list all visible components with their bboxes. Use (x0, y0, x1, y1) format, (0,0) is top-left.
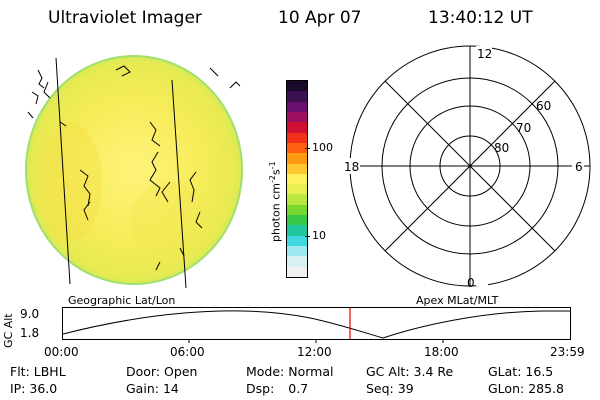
color-bar (286, 80, 308, 278)
altitude-xtick-1200: 12:00 (297, 345, 332, 359)
altitude-plot (62, 307, 571, 343)
status-glat: GLat: 16.5 (488, 364, 554, 379)
altitude-xtick-1800: 18:00 (424, 345, 459, 359)
geographic-panel-label: Geographic Lat/Lon (68, 294, 176, 307)
meridian-line-east (171, 79, 187, 288)
mlt-label-0: 0 (467, 276, 475, 290)
altitude-xtick-0600: 06:00 (170, 345, 205, 359)
geographic-image (25, 55, 243, 288)
mlt-label-6: 6 (575, 160, 583, 174)
mlat-label-80: 80 (494, 141, 509, 155)
altitude-xtick-2359: 23:59 (550, 345, 585, 359)
mlt-label-12: 12 (477, 47, 492, 61)
status-door: Door: Open (126, 364, 198, 379)
status-filter: Flt: LBHL (10, 364, 66, 379)
apex-polar-grid: 12 18 6 0 60 70 80 (342, 45, 591, 290)
altitude-curve (62, 310, 570, 339)
observation-time: 13:40:12 UT (428, 8, 533, 28)
instrument-title: Ultraviolet Imager (48, 8, 202, 28)
status-gain: Gain: 14 (126, 381, 179, 396)
earth-disk (25, 55, 243, 285)
colorbar-tick-10 (305, 236, 310, 237)
status-ip: IP: 36.0 (10, 381, 58, 396)
status-dsp: Dsp: 0.7 (246, 381, 309, 396)
meridian-line-west (55, 57, 71, 285)
altitude-ytick-9: 9.0 (20, 307, 40, 321)
colorbar-unit-label: photon cm-2s-1 (268, 161, 283, 242)
altitude-xtick-0000: 00:00 (44, 345, 79, 359)
status-gc-alt: GC Alt: 3.4 Re (366, 364, 454, 379)
colorbar-tick-label-100: 100 (312, 141, 333, 154)
mlat-label-70: 70 (516, 121, 531, 135)
colorbar-tick-100 (305, 148, 310, 149)
status-glon: GLon: 285.8 (488, 381, 564, 396)
status-seq: Seq: 39 (366, 381, 414, 396)
altitude-ylabel: GC Alt (2, 313, 15, 348)
apex-panel-label: Apex MLat/MLT (416, 294, 499, 307)
observation-date: 10 Apr 07 (278, 8, 362, 28)
colorbar-tick-label-10: 10 (312, 229, 326, 242)
coastline-outlines (27, 65, 241, 271)
mlat-label-60: 60 (536, 99, 551, 113)
mlt-label-18: 18 (344, 160, 359, 174)
altitude-ytick-1.8: 1.8 (20, 326, 40, 340)
status-mode: Mode: Normal (246, 364, 334, 379)
